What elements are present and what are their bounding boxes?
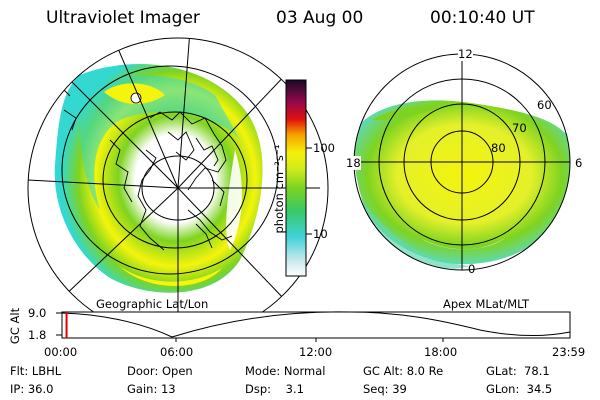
info-glat: GLat: 78.1 [486,364,550,378]
gc-alt-xtick-0000: 00:00 [44,345,78,359]
geographic-map [27,37,329,339]
info-mode: Mode: Normal [245,364,326,378]
gc-alt-xtick-2359: 23:59 [552,345,586,359]
aurora-image-right [354,100,570,265]
colorbar-scale [285,79,307,277]
colorbar-unit-label: photon cm⁻²s⁻¹ [272,144,286,234]
mlt-label-6: 6 [575,156,583,170]
gc-alt-xtick-1200: 12:00 [299,345,333,359]
mlt-lines [354,54,570,270]
gc-alt-xtick-0600: 06:00 [160,345,194,359]
gc-alt-ytick-low: 1.8 [28,328,47,342]
colorbar-tick-10: 10 [313,227,328,241]
info-glon: GLon: 34.5 [486,382,553,396]
date-label: 03 Aug 00 [276,8,364,28]
colorbar [285,79,312,277]
mlat-label-70: 70 [512,121,527,135]
info-ip: IP: 36.0 [10,382,54,396]
gc-alt-ylabel: GC Alt [8,307,22,345]
right-panel-caption: Apex MLat/MLT [443,297,530,311]
colorbar-tick-100: 100 [313,141,335,155]
gc-alt-frame [61,311,571,339]
gc-alt-ytick-high: 9.0 [28,306,47,320]
page-title: Ultraviolet Imager [46,8,200,28]
apex-polar-plot [353,53,571,271]
gc-alt-xtick-1800: 18:00 [424,345,458,359]
gc-alt-plot [56,311,571,342]
left-panel-caption: Geographic Lat/Lon [96,297,209,311]
gc-alt-curve [61,311,571,338]
meridians [28,38,320,338]
mlt-label-18: 18 [346,156,361,170]
time-label: 00:10:40 UT [430,8,535,28]
mlat-label-60: 60 [537,98,552,112]
latitude-circles [61,65,279,275]
mlat-label-80: 80 [491,141,506,155]
mlt-label-0: 0 [468,262,476,276]
mlt-label-12: 12 [458,47,473,61]
coastlines [55,59,233,251]
info-door: Door: Open [127,364,193,378]
info-filter: Flt: LBHL [10,364,62,378]
info-gain: Gain: 13 [127,382,176,396]
info-seq: Seq: 39 [363,382,407,396]
info-dsp: Dsp: 3.1 [245,382,304,396]
info-gc-alt: GC Alt: 8.0 Re [363,364,444,378]
